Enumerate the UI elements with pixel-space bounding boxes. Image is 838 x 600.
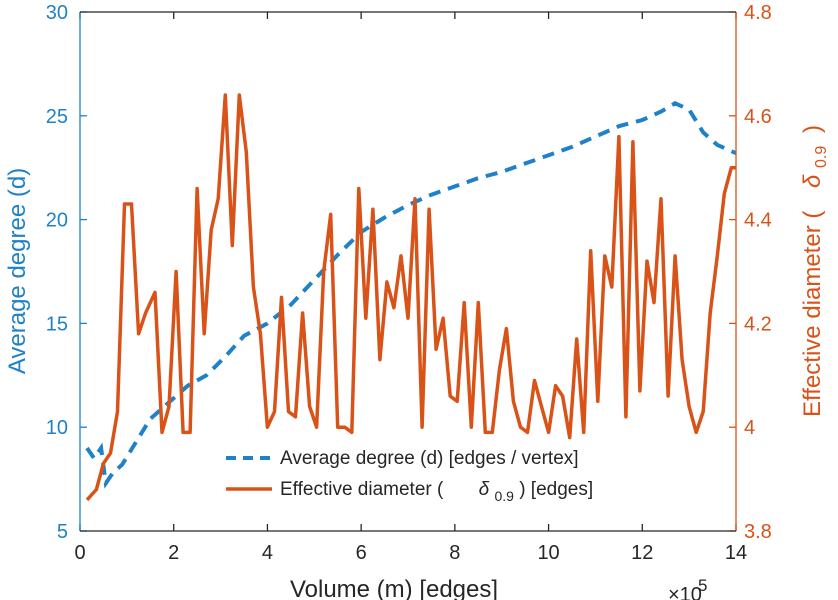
x-tick-label: 8	[449, 542, 460, 564]
x-tick-label: 12	[631, 542, 653, 564]
legend-label-effective-diameter: Effective diameter ( δ 0.9 ) [edges]	[280, 479, 593, 506]
left-axis-ticks: 5 10 15 20 25 30	[46, 2, 87, 543]
x-tick-label: 4	[262, 542, 273, 564]
right-tick-label: 4.8	[744, 2, 772, 24]
x-tick-label: 6	[356, 542, 367, 564]
x-tick-label: 0	[74, 542, 85, 564]
svg-text:5: 5	[698, 576, 707, 595]
x-tick-label: 2	[168, 542, 179, 564]
x-tick-label: 10	[537, 542, 559, 564]
x-tick-label: 14	[725, 542, 747, 564]
series-effective-diameter-line	[85, 93, 736, 502]
right-tick-label: 4.6	[744, 106, 772, 128]
right-tick-label: 3.8	[744, 521, 772, 543]
left-tick-label: 30	[46, 2, 68, 24]
left-tick-label: 15	[46, 313, 68, 335]
legend-label-average-degree: Average degree (d) [edges / vertex]	[280, 448, 579, 469]
right-tick-label: 4.2	[744, 313, 772, 335]
x-axis-multiplier: ×10 5	[668, 576, 707, 600]
x-axis-label: Volume (m) [edges]	[290, 576, 498, 600]
left-tick-label: 20	[46, 210, 68, 232]
right-tick-label: 4	[744, 417, 755, 439]
left-axis-label: Average degree (d)	[4, 168, 31, 374]
series-average-degree-line	[85, 101, 737, 489]
plot-area: 5 10 15 20 25 30 3.8 4 4.2 4.4 4.6 4.8 0 2 4 6 8 10 12 14	[46, 2, 772, 564]
right-axis-ticks: 3.8 4 4.2 4.4 4.6 4.8	[729, 2, 772, 543]
svg-text:×10: ×10	[668, 584, 702, 600]
legend: Average degree (d) [edges / vertex] Effe…	[226, 448, 593, 506]
right-axis-label: Effective diameter ( δ 0.9 )	[799, 125, 832, 417]
left-tick-label: 25	[46, 106, 68, 128]
x-axis-ticks: 0 2 4 6 8 10 12 14	[74, 12, 747, 564]
left-tick-label: 5	[57, 521, 68, 543]
left-tick-label: 10	[46, 417, 68, 439]
right-tick-label: 4.4	[744, 210, 772, 232]
